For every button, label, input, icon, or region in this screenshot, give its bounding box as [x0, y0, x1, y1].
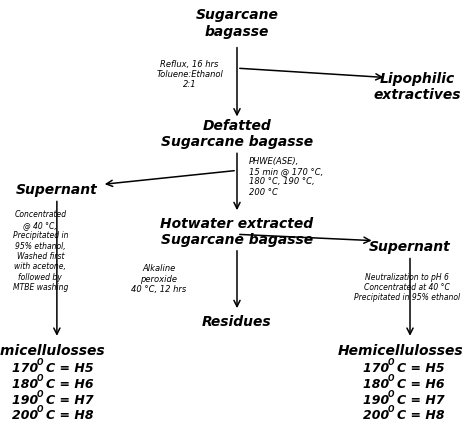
Text: Hemicellulosses: Hemicellulosses [0, 345, 106, 358]
Text: C = H7: C = H7 [397, 394, 444, 406]
Text: Residues: Residues [202, 315, 272, 328]
Text: O: O [387, 374, 394, 383]
Text: Concentrated
@ 40 °C,
Precipitated in
95% ethanol,
Washed first
with acetone,
fo: Concentrated @ 40 °C, Precipitated in 95… [12, 210, 68, 292]
Text: 190: 190 [12, 394, 43, 406]
Text: O: O [36, 405, 43, 414]
Text: O: O [387, 389, 394, 399]
Text: C = H8: C = H8 [46, 409, 93, 422]
Text: 190: 190 [363, 394, 393, 406]
Text: Hotwater extracted
Sugarcane bagasse: Hotwater extracted Sugarcane bagasse [160, 217, 314, 247]
Text: 170: 170 [363, 362, 393, 375]
Text: O: O [36, 374, 43, 383]
Text: PHWE(ASE),
15 min @ 170 °C,
180 °C, 190 °C,
200 °C: PHWE(ASE), 15 min @ 170 °C, 180 °C, 190 … [249, 157, 323, 197]
Text: C = H5: C = H5 [397, 362, 444, 375]
Text: C = H5: C = H5 [46, 362, 93, 375]
Text: C = H7: C = H7 [46, 394, 93, 406]
Text: Lipophilic
extractives: Lipophilic extractives [374, 72, 461, 102]
Text: C = H8: C = H8 [397, 409, 444, 422]
Text: Defatted
Sugarcane bagasse: Defatted Sugarcane bagasse [161, 119, 313, 149]
Text: O: O [387, 358, 394, 367]
Text: 180: 180 [363, 378, 393, 391]
Text: 180: 180 [12, 378, 43, 391]
Text: 200: 200 [363, 409, 393, 422]
Text: Sugarcane
bagasse: Sugarcane bagasse [196, 9, 278, 38]
Text: Neutralization to pH 6
Concentrated at 40 °C
Precipitated in 95% ethanol: Neutralization to pH 6 Concentrated at 4… [354, 273, 460, 302]
Text: Supernant: Supernant [369, 240, 451, 254]
Text: C = H6: C = H6 [397, 378, 444, 391]
Text: Supernant: Supernant [16, 183, 98, 196]
Text: Alkaline
peroxide
40 °C, 12 hrs: Alkaline peroxide 40 °C, 12 hrs [131, 264, 186, 294]
Text: O: O [36, 358, 43, 367]
Text: 200: 200 [12, 409, 43, 422]
Text: Hemicellulosses: Hemicellulosses [337, 345, 464, 358]
Text: O: O [36, 389, 43, 399]
Text: 170: 170 [12, 362, 43, 375]
Text: Reflux, 16 hrs
Toluene:Ethanol
2:1: Reflux, 16 hrs Toluene:Ethanol 2:1 [156, 60, 223, 89]
Text: O: O [387, 405, 394, 414]
Text: C = H6: C = H6 [46, 378, 93, 391]
